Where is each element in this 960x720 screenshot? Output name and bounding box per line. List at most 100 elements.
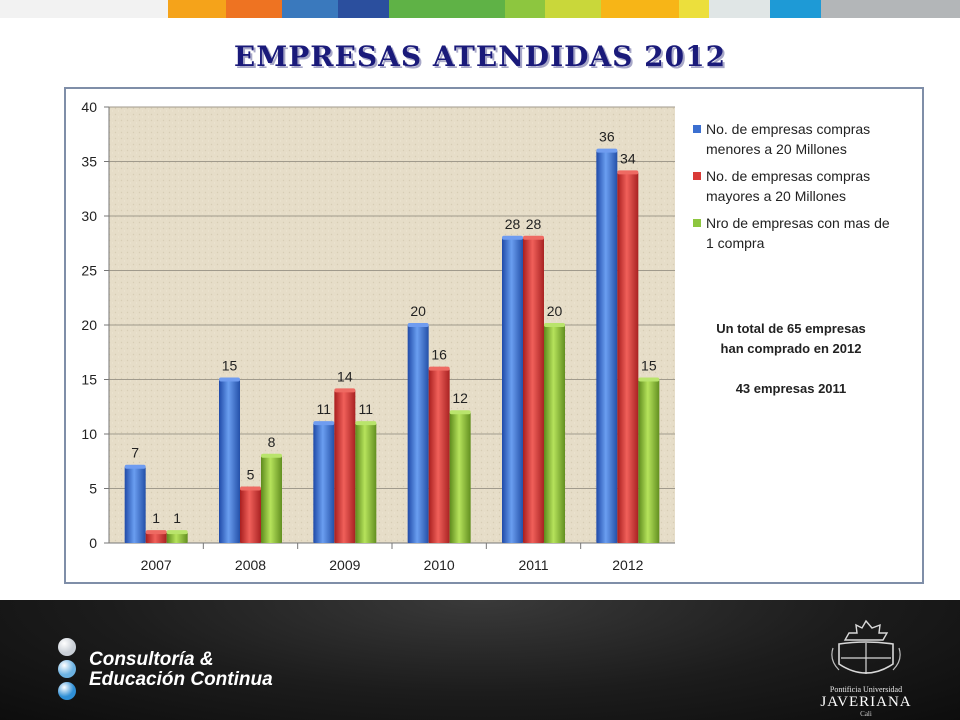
x-tick-label: 2012	[612, 557, 643, 573]
data-label: 11	[359, 401, 374, 417]
logo-caption: Pontificia Universidad	[829, 685, 903, 694]
data-label: 28	[526, 216, 542, 232]
data-label: 28	[505, 216, 521, 232]
y-tick-label: 20	[81, 317, 97, 333]
bar	[544, 325, 565, 543]
bar-cap	[428, 366, 450, 371]
stripe-segment	[820, 0, 960, 18]
y-tick-label: 30	[81, 208, 97, 224]
bar-cap	[166, 530, 188, 535]
stripe-segment	[337, 0, 389, 18]
bar-cap	[638, 377, 660, 382]
data-label: 11	[317, 401, 332, 417]
data-label: 36	[599, 129, 615, 145]
logo-caption: Cali	[860, 710, 872, 718]
legend-label: No. de empresas compras	[706, 121, 871, 137]
y-tick-label: 10	[81, 426, 97, 442]
top-color-stripe	[0, 0, 960, 18]
y-tick-label: 0	[89, 535, 97, 551]
bar	[523, 237, 544, 544]
stripe-segment	[679, 0, 710, 18]
bar	[240, 488, 261, 543]
data-label: 8	[268, 434, 276, 450]
data-label: 5	[247, 467, 255, 483]
legend-label: menores a 20 Millones	[706, 141, 847, 157]
legend-item: No. de empresas compras mayores a 20 Mil…	[693, 166, 918, 206]
data-label: 1	[152, 510, 160, 526]
bar	[166, 532, 188, 543]
y-tick-label: 15	[81, 372, 97, 388]
bar	[219, 379, 240, 543]
data-label: 14	[337, 368, 353, 384]
stripe-segment	[545, 0, 602, 18]
x-tick-label: 2010	[424, 557, 455, 573]
stripe-segment	[388, 0, 506, 18]
brand-dot-icon	[58, 638, 76, 656]
x-tick-label: 2011	[518, 557, 548, 573]
legend-label: No. de empresas compras	[706, 168, 871, 184]
stripe-segment	[505, 0, 546, 18]
bar-cap	[240, 486, 261, 491]
stripe-segment	[281, 0, 338, 18]
x-tick-label: 2008	[235, 557, 266, 573]
bar	[355, 423, 377, 543]
y-tick-label: 5	[89, 481, 97, 497]
bar-cap	[544, 323, 565, 327]
legend-label: Nro de empresas con mas de	[706, 215, 890, 231]
data-label: 34	[620, 150, 636, 166]
bar-cap	[617, 170, 639, 175]
legend-item: Nro de empresas con mas de 1 compra	[693, 213, 918, 253]
brand-line: Consultoría &	[89, 649, 214, 670]
legend-item: No. de empresas compras menores a 20 Mil…	[693, 119, 918, 159]
bar-cap	[145, 530, 167, 535]
bar-cap	[523, 235, 544, 240]
stripe-segment	[769, 0, 821, 18]
data-label: 15	[222, 358, 238, 374]
bar	[617, 172, 639, 543]
legend-swatch	[693, 172, 701, 180]
summary-note: Un total de 65 empresas han comprado en …	[693, 319, 889, 399]
bar-chart: 0 5 10 15 20 25 30 35 40 7 1 1 15 5 8 11 14 11 20 16 12 28 28…	[81, 99, 675, 573]
bar-cap	[313, 421, 335, 426]
slide-title: EMPRESAS ATENDIDAS 2012	[233, 40, 727, 73]
stripe-segment	[601, 0, 680, 18]
bar	[502, 237, 523, 544]
note-line: Un total de 65 empresas	[716, 321, 866, 336]
x-tick-label: 2007	[141, 557, 172, 573]
bar	[449, 412, 471, 543]
bar-cap	[219, 377, 240, 382]
data-label: 1	[173, 510, 181, 526]
data-label: 7	[131, 445, 139, 461]
bar	[124, 466, 146, 543]
bar	[596, 150, 618, 543]
university-crest-icon	[831, 619, 901, 674]
legend-swatch	[693, 219, 701, 227]
note-line: han comprado en 2012	[720, 341, 862, 356]
legend-label: 1 compra	[706, 235, 765, 251]
legend-label: mayores a 20 Millones	[706, 188, 847, 204]
bar	[145, 532, 167, 543]
data-label: 12	[452, 390, 468, 406]
brand-dot-icon	[58, 660, 76, 678]
y-tick-label: 25	[81, 263, 97, 279]
x-tick-label: 2009	[329, 557, 360, 573]
brand-dot-icon	[58, 682, 76, 700]
stripe-segment	[168, 0, 226, 18]
brand-name: Consultoría & Educación Continua	[89, 650, 273, 690]
bar-cap	[355, 421, 377, 426]
footer-bar: Consultoría & Educación Continua Pontifi…	[0, 600, 960, 720]
y-tick-label: 35	[81, 154, 97, 170]
bar	[261, 455, 282, 543]
stripe-segment	[709, 0, 770, 18]
bar-cap	[407, 323, 429, 327]
y-tick-label: 40	[81, 99, 97, 115]
bar-cap	[261, 453, 282, 458]
note-line: 43 empresas 2011	[735, 381, 847, 396]
stripe-segment	[0, 0, 169, 18]
chart-legend: No. de empresas compras menores a 20 Mil…	[693, 119, 918, 260]
bar	[638, 379, 660, 543]
logo-wordmark: JAVERIANA	[820, 694, 912, 710]
bar	[407, 325, 429, 543]
bar-cap	[596, 148, 618, 153]
data-label: 20	[410, 303, 426, 319]
